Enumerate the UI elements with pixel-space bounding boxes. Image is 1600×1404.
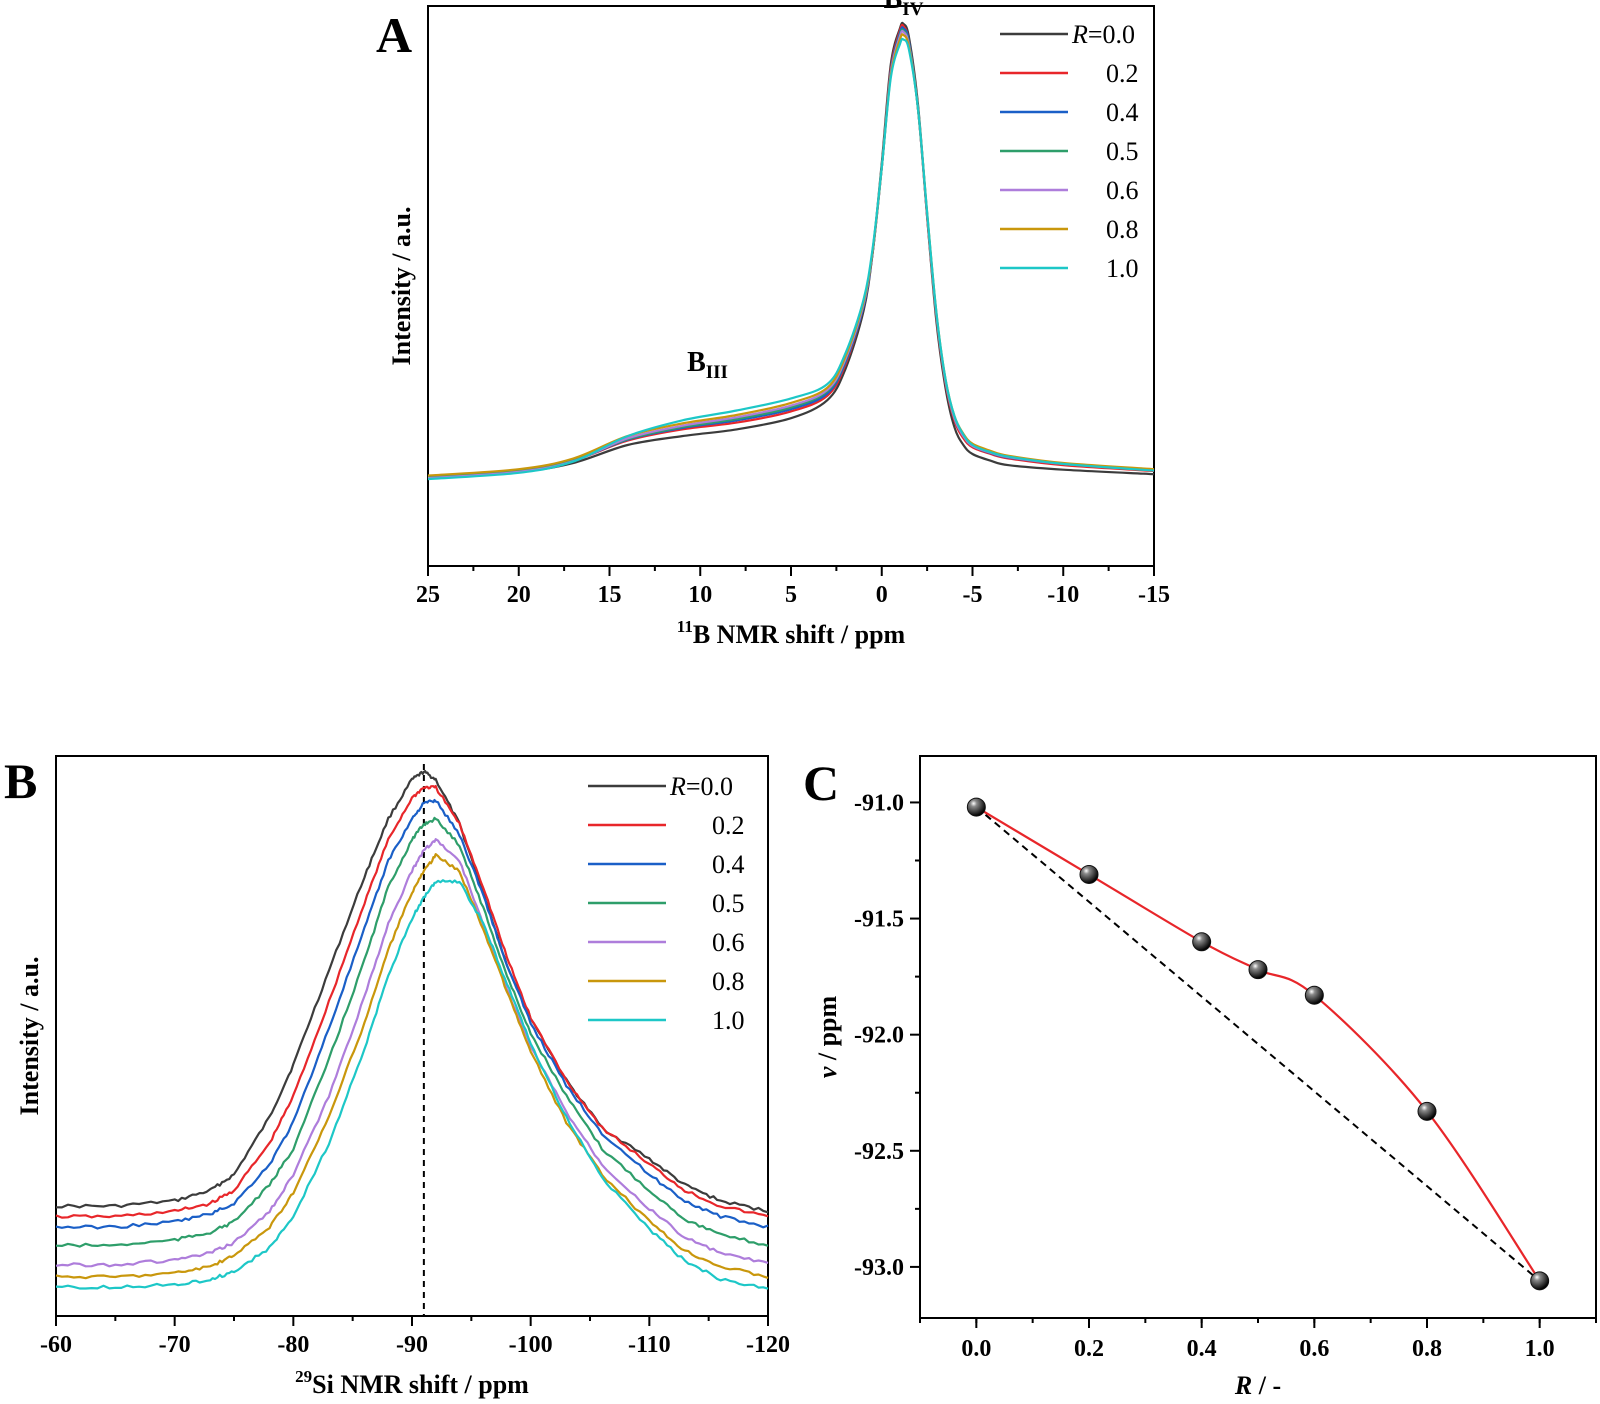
panel-a-annotation-biv-main: B (884, 0, 903, 15)
panel-c-data-point (1417, 1101, 1437, 1121)
panel-b-x-ticks: -60 -70 -80 -90 -100 -110 -120 (40, 1316, 790, 1358)
panel-b: -60 -70 -80 -90 -100 -110 -120 R=0.0 0.2 0.4 0.5 0… (4, 753, 790, 1399)
panel-b-legend-first-label: =0.0 (686, 772, 733, 801)
panel-a-legend-label-r-05: 0.5 (1106, 137, 1139, 166)
panel-c-y-tick-label: -91.5 (854, 907, 904, 933)
panel-c-data-point (1248, 960, 1268, 980)
panel-a-curves (427, 21, 1155, 481)
panel-c-data-point (1304, 985, 1324, 1005)
panel-a-x-tick-label: -5 (963, 582, 983, 608)
panel-a-annotation-biv: BIV (884, 0, 924, 20)
panel-a-legend-label-r-04: 0.4 (1106, 98, 1139, 127)
panel-a-annotation-biii-sub: III (706, 362, 728, 383)
panel-c-y-tick-label: -93.0 (854, 1255, 904, 1281)
panel-a-x-tick-label: 5 (785, 582, 797, 608)
panel-b-x-axis-title: 29Si NMR shift / ppm (295, 1367, 529, 1399)
panel-c-y-axis-suffix: / ppm (813, 995, 842, 1066)
panel-c-ticks: 0.0 0.2 0.4 0.6 0.8 1.0 -91.0 -91.5 -92.0 -92.5 -9… (854, 790, 1597, 1362)
panel-a-annotation-biv-sub: IV (902, 0, 923, 20)
panel-c-y-tick-label: -92.5 (854, 1139, 904, 1165)
panel-c-y-axis-title: v / ppm (813, 995, 842, 1078)
panel-b-x-tick-label: -80 (277, 1332, 309, 1358)
panel-a-x-tick-label: -15 (1138, 582, 1170, 608)
panel-c-x-tick-label: 0.6 (1299, 1336, 1329, 1362)
panel-a: 25 20 15 10 5 0 -5 -10 -15 R=0.0 0.2 0.4 0.5 0.6 0.8 1… (376, 0, 1170, 649)
panel-c-x-tick-label: 1.0 (1525, 1336, 1555, 1362)
panel-a-x-ticks: 25 20 15 10 5 0 -5 -10 -15 (416, 566, 1170, 608)
panel-b-legend-prefix: R (669, 772, 686, 801)
panel-b-legend-label-r-06: 0.6 (712, 928, 745, 957)
panel-b-curve-r-04 (55, 798, 769, 1230)
panel-b-legend-label-r-02: 0.2 (712, 811, 745, 840)
panel-b-x-tick-label: -70 (159, 1332, 191, 1358)
panel-a-x-tick-label: 0 (876, 582, 888, 608)
panel-a-legend-label-r-06: 0.6 (1106, 176, 1139, 205)
panel-c-y-axis-symbol: v (813, 1066, 842, 1078)
panel-a-y-axis-title: Intensity / a.u. (387, 207, 416, 366)
panel-a-curve-r-10 (427, 37, 1155, 481)
panel-c-label: C (803, 755, 839, 811)
panel-b-legend-label-r-04: 0.4 (712, 850, 745, 879)
panel-a-annotation-biii: BIII (687, 347, 728, 383)
panel-a-legend-label-r-02: 0.2 (1106, 59, 1139, 88)
panel-c-x-tick-label: 0.0 (961, 1336, 991, 1362)
panel-c-x-axis-main: R (1234, 1371, 1252, 1400)
panel-a-x-tick-label: 10 (688, 582, 712, 608)
panel-c-data-point (1079, 864, 1099, 884)
panel-b-legend-label-r-05: 0.5 (712, 889, 745, 918)
panel-a-curve-r-04 (427, 26, 1155, 479)
panel-a-legend: R=0.0 0.2 0.4 0.5 0.6 0.8 1.0 (1000, 20, 1139, 283)
panel-c-x-tick-label: 0.2 (1074, 1336, 1104, 1362)
panel-c: 0.0 0.2 0.4 0.6 0.8 1.0 -91.0 -91.5 -92.0 -92.5 -9… (803, 755, 1597, 1400)
panel-b-curve-r-08 (55, 853, 769, 1280)
panel-b-curve-r-02 (55, 784, 769, 1219)
panel-b-y-axis-title: Intensity / a.u. (15, 957, 44, 1116)
panel-a-legend-label-r-10: 1.0 (1106, 254, 1139, 283)
panel-b-x-tick-label: -100 (509, 1332, 553, 1358)
panel-c-plot-frame (919, 755, 1597, 1319)
panel-c-x-axis-suffix: / - (1252, 1371, 1281, 1400)
panel-c-x-axis-title: R / - (1234, 1371, 1281, 1400)
panel-b-legend-label-r-08: 0.8 (712, 967, 745, 996)
panel-a-x-tick-label: 15 (598, 582, 622, 608)
panel-a-x-tick-label: 20 (507, 582, 531, 608)
panel-a-plot-frame (427, 5, 1155, 567)
panel-b-x-tick-label: -90 (396, 1332, 428, 1358)
panel-c-points (966, 797, 1550, 1291)
panel-a-x-tick-label: -10 (1047, 582, 1079, 608)
panel-b-curve-r-10 (55, 879, 769, 1290)
panel-b-x-tick-label: -120 (746, 1332, 790, 1358)
panel-a-x-axis-title: 11B NMR shift / ppm (677, 617, 906, 649)
panel-b-x-axis-sup: 29 (295, 1367, 312, 1386)
panel-b-x-axis-main: Si NMR shift / ppm (312, 1370, 529, 1399)
panel-b-x-tick-label: -110 (628, 1332, 671, 1358)
panel-c-x-tick-label: 0.4 (1187, 1336, 1217, 1362)
panel-b-legend: R=0.0 0.2 0.4 0.5 0.6 0.8 1.0 (588, 772, 745, 1035)
panel-c-y-tick-label: -92.0 (854, 1023, 904, 1049)
panel-b-x-tick-label: -60 (40, 1332, 72, 1358)
panel-c-reference-line (975, 806, 1541, 1282)
panel-b-curves (55, 769, 769, 1290)
panel-c-data-point (966, 797, 986, 817)
panel-a-x-axis-sup: 11 (677, 617, 693, 636)
panel-a-legend-label-r-08: 0.8 (1106, 215, 1139, 244)
panel-a-legend-label-r-00: R=0.0 (1071, 20, 1135, 49)
panel-c-data-point (1192, 932, 1212, 952)
panel-a-legend-prefix: R (1071, 20, 1088, 49)
panel-b-curve-r-06 (55, 838, 769, 1268)
panel-c-y-tick-label: -91.0 (854, 790, 904, 816)
panel-b-legend-label-r-10: 1.0 (712, 1006, 745, 1035)
panel-c-data-point (1530, 1271, 1550, 1291)
panel-a-label: A (376, 7, 412, 63)
panel-a-x-axis-main: B NMR shift / ppm (693, 620, 906, 649)
panel-a-legend-first-label: =0.0 (1088, 20, 1135, 49)
panel-b-label: B (4, 753, 37, 809)
panel-a-annotation-biii-main: B (687, 347, 706, 378)
panel-b-curve-r-05 (55, 816, 769, 1248)
panel-c-x-tick-label: 0.8 (1412, 1336, 1442, 1362)
panel-a-x-tick-label: 25 (416, 582, 440, 608)
panel-b-legend-label-r-00: R=0.0 (669, 772, 733, 801)
